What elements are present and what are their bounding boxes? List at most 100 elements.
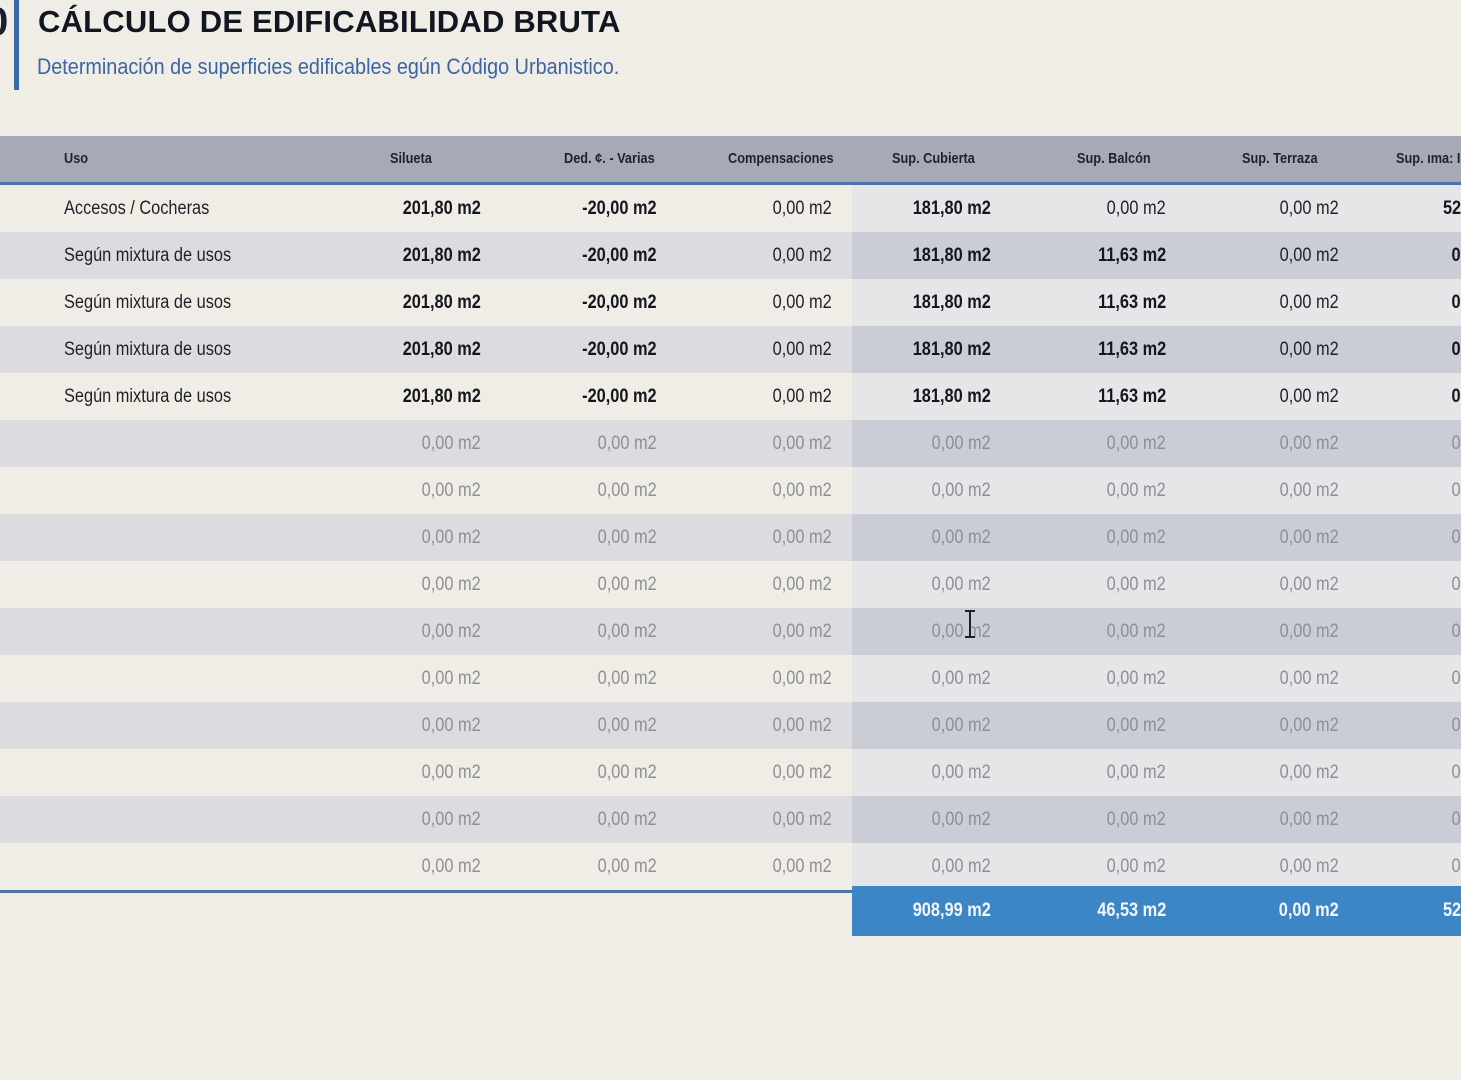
- cell-ded-varias[interactable]: 0,00 m2: [597, 480, 657, 501]
- cell-sup-cubierta[interactable]: 0,00 m2: [931, 433, 991, 454]
- cell-uso[interactable]: Según mixtura de usos: [64, 339, 232, 360]
- cell-silueta[interactable]: 0,00 m2: [421, 762, 481, 783]
- cell-ded-varias[interactable]: -20,00 m2: [582, 386, 657, 407]
- cell-sup-ima[interactable]: 0: [1451, 527, 1461, 548]
- cell-silueta[interactable]: 0,00 m2: [421, 480, 481, 501]
- cell-silueta[interactable]: 201,80 m2: [402, 339, 481, 360]
- cell-sup-cubierta[interactable]: 0,00 m2: [931, 715, 991, 736]
- cell-sup-terraza[interactable]: 0,00 m2: [1279, 715, 1339, 736]
- cell-compensaciones[interactable]: 0,00 m2: [772, 762, 832, 783]
- cell-sup-cubierta[interactable]: 0,00 m2: [931, 762, 991, 783]
- cell-sup-balcon[interactable]: 0,00 m2: [1106, 433, 1166, 454]
- cell-sup-balcon[interactable]: 0,00 m2: [1106, 715, 1166, 736]
- cell-compensaciones[interactable]: 0,00 m2: [772, 386, 832, 407]
- cell-ded-varias[interactable]: -20,00 m2: [582, 292, 657, 313]
- cell-sup-terraza[interactable]: 0,00 m2: [1279, 198, 1339, 219]
- cell-ded-varias[interactable]: 0,00 m2: [597, 433, 657, 454]
- cell-compensaciones[interactable]: 0,00 m2: [772, 621, 832, 642]
- table-row[interactable]: 0,00 m2 0,00 m2 0,00 m2 0,00 m2 0,00 m2 0,00 …: [0, 796, 1461, 843]
- cell-ded-varias[interactable]: 0,00 m2: [597, 621, 657, 642]
- cell-sup-terraza[interactable]: 0,00 m2: [1279, 292, 1339, 313]
- cell-sup-balcon[interactable]: 0,00 m2: [1106, 668, 1166, 689]
- cell-sup-terraza[interactable]: 0,00 m2: [1279, 527, 1339, 548]
- cell-sup-ima[interactable]: 0: [1451, 856, 1461, 877]
- cell-silueta[interactable]: 0,00 m2: [421, 574, 481, 595]
- cell-ded-varias[interactable]: 0,00 m2: [597, 527, 657, 548]
- col-header-sup-balcon[interactable]: Sup. Balcón: [1077, 150, 1151, 167]
- cell-sup-cubierta[interactable]: 181,80 m2: [912, 245, 991, 266]
- cell-sup-balcon[interactable]: 0,00 m2: [1106, 527, 1166, 548]
- cell-sup-balcon[interactable]: 11,63 m2: [1097, 245, 1166, 266]
- cell-sup-cubierta[interactable]: 181,80 m2: [912, 198, 991, 219]
- cell-uso[interactable]: Accesos / Cocheras: [64, 198, 210, 219]
- cell-compensaciones[interactable]: 0,00 m2: [772, 245, 832, 266]
- cell-silueta[interactable]: 201,80 m2: [402, 386, 481, 407]
- table-row[interactable]: 0,00 m2 0,00 m2 0,00 m2 0,00 m2 0,00 m2 0,00 …: [0, 467, 1461, 514]
- cell-sup-balcon[interactable]: 11,63 m2: [1097, 339, 1166, 360]
- cell-sup-ima[interactable]: 0: [1451, 809, 1461, 830]
- cell-sup-balcon[interactable]: 11,63 m2: [1097, 386, 1166, 407]
- cell-sup-cubierta[interactable]: 181,80 m2: [912, 339, 991, 360]
- cell-sup-ima[interactable]: 0: [1451, 292, 1461, 313]
- col-header-sup-terraza[interactable]: Sup. Terraza: [1242, 150, 1318, 167]
- table-row[interactable]: 0,00 m2 0,00 m2 0,00 m2 0,00 m2 0,00 m2 0,00 …: [0, 655, 1461, 702]
- cell-uso[interactable]: Según mixtura de usos: [64, 292, 232, 313]
- cell-sup-ima[interactable]: 0: [1451, 386, 1461, 407]
- cell-sup-terraza[interactable]: 0,00 m2: [1279, 480, 1339, 501]
- table-row[interactable]: 0,00 m2 0,00 m2 0,00 m2 0,00 m2 0,00 m2 0,00 …: [0, 608, 1461, 655]
- cell-sup-ima[interactable]: 0: [1451, 668, 1461, 689]
- cell-sup-cubierta[interactable]: 181,80 m2: [912, 386, 991, 407]
- cell-sup-balcon[interactable]: 0,00 m2: [1106, 574, 1166, 595]
- cell-sup-ima[interactable]: 52: [1442, 198, 1461, 219]
- cell-sup-balcon[interactable]: 0,00 m2: [1106, 621, 1166, 642]
- cell-sup-terraza[interactable]: 0,00 m2: [1279, 621, 1339, 642]
- cell-sup-terraza[interactable]: 0,00 m2: [1279, 386, 1339, 407]
- cell-silueta[interactable]: 201,80 m2: [402, 245, 481, 266]
- table-row[interactable]: 0,00 m2 0,00 m2 0,00 m2 0,00 m2 0,00 m2 0,00 …: [0, 749, 1461, 796]
- table-row[interactable]: 0,00 m2 0,00 m2 0,00 m2 0,00 m2 0,00 m2 0,00 …: [0, 561, 1461, 608]
- cell-sup-cubierta[interactable]: 0,00 m2: [931, 480, 991, 501]
- table-row[interactable]: 0,00 m2 0,00 m2 0,00 m2 0,00 m2 0,00 m2 0,00 …: [0, 420, 1461, 467]
- cell-ded-varias[interactable]: -20,00 m2: [582, 198, 657, 219]
- cell-ded-varias[interactable]: 0,00 m2: [597, 856, 657, 877]
- cell-compensaciones[interactable]: 0,00 m2: [772, 856, 832, 877]
- col-header-compensaciones[interactable]: Compensaciones: [728, 150, 834, 167]
- col-header-ded-varias[interactable]: Ded. ¢. - Varias: [564, 150, 655, 167]
- table-row[interactable]: 0,00 m2 0,00 m2 0,00 m2 0,00 m2 0,00 m2 0,00 …: [0, 843, 1461, 890]
- table-row[interactable]: Accesos / Cocheras 201,80 m2 -20,00 m2 0,00…: [0, 185, 1461, 232]
- cell-sup-ima[interactable]: 0: [1451, 480, 1461, 501]
- cell-sup-terraza[interactable]: 0,00 m2: [1279, 339, 1339, 360]
- cell-uso[interactable]: Según mixtura de usos: [64, 245, 232, 266]
- cell-sup-ima[interactable]: 0: [1451, 574, 1461, 595]
- cell-sup-terraza[interactable]: 0,00 m2: [1279, 809, 1339, 830]
- cell-sup-terraza[interactable]: 0,00 m2: [1279, 433, 1339, 454]
- cell-ded-varias[interactable]: 0,00 m2: [597, 809, 657, 830]
- cell-sup-cubierta[interactable]: 0,00 m2: [931, 668, 991, 689]
- table-row[interactable]: Según mixtura de usos 201,80 m2 -20,00 m2 0…: [0, 373, 1461, 420]
- col-header-uso[interactable]: Uso: [64, 150, 89, 167]
- cell-sup-ima[interactable]: 0: [1451, 433, 1461, 454]
- cell-silueta[interactable]: 201,80 m2: [402, 198, 481, 219]
- cell-sup-cubierta[interactable]: 0,00 m2: [931, 621, 991, 642]
- col-header-sup-cubierta[interactable]: Sup. Cubierta: [892, 150, 975, 167]
- cell-ded-varias[interactable]: -20,00 m2: [582, 339, 657, 360]
- cell-sup-balcon[interactable]: 0,00 m2: [1106, 762, 1166, 783]
- cell-silueta[interactable]: 0,00 m2: [421, 668, 481, 689]
- cell-compensaciones[interactable]: 0,00 m2: [772, 527, 832, 548]
- table-row[interactable]: 0,00 m2 0,00 m2 0,00 m2 0,00 m2 0,00 m2 0,00 …: [0, 514, 1461, 561]
- cell-sup-ima[interactable]: 0: [1451, 762, 1461, 783]
- cell-ded-varias[interactable]: -20,00 m2: [582, 245, 657, 266]
- cell-compensaciones[interactable]: 0,00 m2: [772, 574, 832, 595]
- cell-silueta[interactable]: 0,00 m2: [421, 527, 481, 548]
- col-header-silueta[interactable]: Silueta: [390, 150, 432, 167]
- cell-sup-ima[interactable]: 0: [1451, 339, 1461, 360]
- cell-sup-cubierta[interactable]: 0,00 m2: [931, 574, 991, 595]
- cell-compensaciones[interactable]: 0,00 m2: [772, 480, 832, 501]
- cell-silueta[interactable]: 0,00 m2: [421, 715, 481, 736]
- cell-silueta[interactable]: 201,80 m2: [402, 292, 481, 313]
- cell-compensaciones[interactable]: 0,00 m2: [772, 339, 832, 360]
- col-header-sup-ima[interactable]: Sup. ıma: I: [1396, 150, 1461, 167]
- cell-compensaciones[interactable]: 0,00 m2: [772, 433, 832, 454]
- table-row[interactable]: Según mixtura de usos 201,80 m2 -20,00 m2 0…: [0, 279, 1461, 326]
- cell-sup-balcon[interactable]: 0,00 m2: [1106, 856, 1166, 877]
